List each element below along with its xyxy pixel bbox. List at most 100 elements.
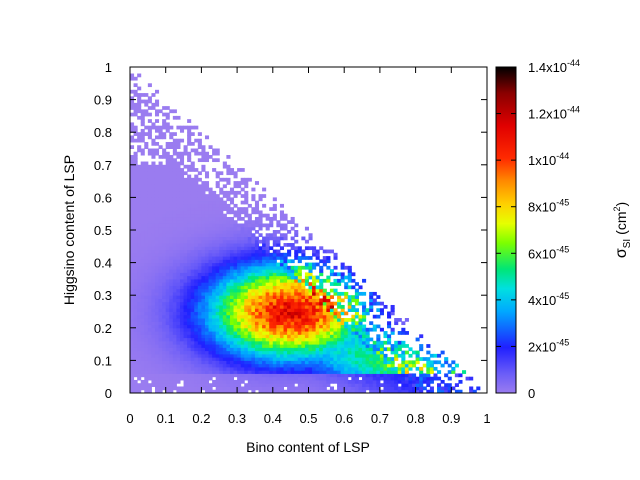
heatmap-cell: [304, 366, 309, 371]
heatmap-cell: [312, 291, 317, 296]
heatmap-cell: [194, 370, 199, 374]
heatmap-cell: [179, 174, 185, 179]
heatmap-cell: [272, 288, 277, 293]
heatmap-cell: [258, 197, 263, 202]
heatmap-cell: [183, 363, 188, 368]
heatmap-cell: [254, 249, 260, 254]
heatmap-cell: [144, 220, 149, 224]
heatmap-cell: [404, 363, 409, 368]
heatmap-cell: [226, 324, 231, 329]
heatmap-cell: [476, 386, 481, 391]
heatmap-cell: [130, 239, 135, 244]
heatmap-cell: [215, 148, 220, 153]
heatmap-cell: [133, 386, 138, 391]
heatmap-cell: [229, 233, 235, 238]
heatmap-cell: [272, 376, 277, 381]
heatmap-cell: [272, 360, 277, 365]
heatmap-cell: [237, 321, 242, 326]
heatmap-cell: [190, 347, 195, 352]
heatmap-cell: [447, 376, 452, 381]
heatmap-cell: [130, 164, 135, 169]
heatmap-cell: [194, 177, 199, 182]
heatmap-cell: [226, 383, 231, 387]
heatmap-cell: [183, 357, 188, 361]
heatmap-cell: [294, 282, 299, 286]
heatmap-cell: [304, 226, 309, 231]
heatmap-cell: [187, 321, 192, 326]
heatmap-cell: [262, 383, 267, 387]
heatmap-cell: [376, 301, 381, 306]
heatmap-cell: [183, 148, 188, 153]
heatmap-cell: [212, 200, 217, 205]
heatmap-cell: [269, 207, 274, 211]
heatmap-cell: [137, 295, 142, 299]
heatmap-cell: [165, 220, 170, 224]
heatmap-cell: [162, 220, 167, 224]
heatmap-cell: [337, 337, 342, 342]
heatmap-cell: [176, 269, 181, 273]
heatmap-cell: [276, 269, 281, 273]
heatmap-cell: [283, 288, 288, 293]
heatmap-cell: [412, 379, 417, 384]
heatmap-cell: [130, 379, 135, 384]
heatmap-cell: [162, 226, 167, 231]
heatmap-cell: [208, 249, 213, 254]
heatmap-cell: [344, 376, 349, 381]
heatmap-cell: [254, 301, 260, 306]
heatmap-cell: [212, 340, 217, 345]
heatmap-cell: [183, 213, 188, 218]
heatmap-cell: [172, 213, 177, 218]
heatmap-cell: [326, 363, 331, 368]
heatmap-cell: [333, 363, 338, 368]
heatmap-cell: [151, 161, 156, 166]
heatmap-cell: [319, 350, 324, 355]
heatmap-cell: [158, 145, 163, 149]
heatmap-cell: [269, 298, 274, 303]
heatmap-cell: [179, 370, 185, 374]
heatmap-cell: [262, 213, 267, 218]
heatmap-cell: [279, 311, 285, 316]
heatmap-cell: [187, 197, 192, 202]
heatmap-cell: [458, 389, 463, 394]
heatmap-cell: [151, 308, 156, 312]
heatmap-cell: [162, 168, 167, 172]
heatmap-cell: [294, 252, 299, 257]
heatmap-cell: [315, 295, 320, 299]
heatmap-cell: [312, 252, 317, 257]
heatmap-cell: [147, 327, 152, 332]
heatmap-cell: [351, 331, 356, 335]
heatmap-cell: [208, 285, 213, 290]
heatmap-cell: [240, 379, 245, 384]
heatmap-cell: [158, 298, 163, 303]
heatmap-cell: [247, 344, 252, 348]
heatmap-cell: [162, 285, 167, 290]
heatmap-cell: [169, 236, 174, 241]
heatmap-cell: [212, 256, 217, 260]
heatmap-cell: [315, 278, 320, 283]
heatmap-cell: [229, 353, 235, 358]
heatmap-cell: [130, 337, 135, 342]
heatmap-cell: [194, 331, 199, 335]
heatmap-cell: [279, 272, 285, 277]
heatmap-cell: [340, 321, 345, 326]
heatmap-cell: [244, 291, 249, 296]
heatmap-cell: [287, 340, 292, 345]
heatmap-cell: [283, 363, 288, 368]
heatmap-cell: [229, 324, 235, 329]
heatmap-cell: [251, 256, 256, 260]
x-tick-label: 0.3: [228, 411, 246, 426]
heatmap-cell: [312, 275, 317, 280]
heatmap-cell: [258, 389, 263, 394]
heatmap-cell: [333, 314, 338, 319]
heatmap-cell: [169, 275, 174, 280]
heatmap-cell: [169, 272, 174, 277]
heatmap-cell: [344, 373, 349, 378]
heatmap-cell: [208, 298, 213, 303]
heatmap-cell: [290, 340, 295, 345]
heatmap-cell: [254, 291, 260, 296]
heatmap-cell: [372, 327, 377, 332]
heatmap-cell: [208, 360, 213, 365]
heatmap-cell: [194, 233, 199, 238]
heatmap-cell: [333, 321, 338, 326]
heatmap-cell: [237, 190, 242, 195]
